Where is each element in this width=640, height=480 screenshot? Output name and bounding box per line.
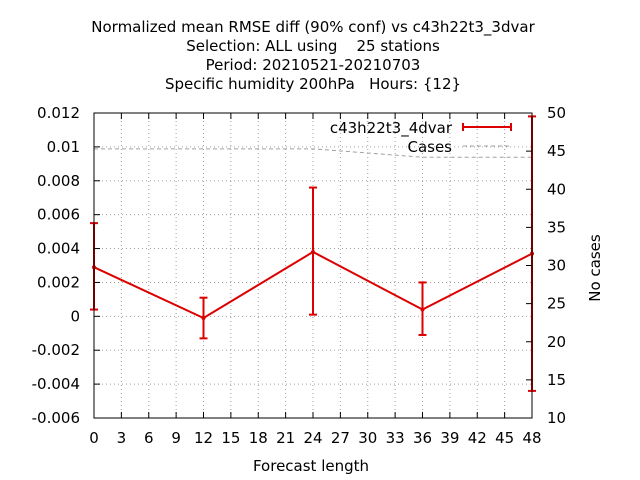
title-line-2: Selection: ALL using 25 stations <box>186 37 440 55</box>
legend-label-main: c43h22t3_4dvar <box>330 119 453 138</box>
cases-series <box>94 148 532 158</box>
legend: c43h22t3_4dvar Cases <box>330 119 512 156</box>
y-tick-label: -0.002 <box>32 341 80 359</box>
x-tick-label: 0 <box>89 429 99 447</box>
y2-tick-label: 30 <box>547 257 566 275</box>
x-tick-label: 15 <box>221 429 240 447</box>
y-tick-label: 0.012 <box>37 104 80 122</box>
data-point <box>201 316 206 321</box>
grid <box>94 113 532 418</box>
data-point <box>311 249 315 254</box>
title-line-1: Normalized mean RMSE diff (90% conf) vs … <box>91 18 535 37</box>
y-tick-label: 0.01 <box>47 138 80 156</box>
y-tick-label: -0.006 <box>32 409 80 427</box>
y2-tick-label: 20 <box>547 333 566 351</box>
y-tick-label: 0.008 <box>37 172 80 190</box>
y2-tick-label: 25 <box>547 295 566 313</box>
x-axis-ticks: 0 3 6 9 12 15 18 21 24 27 30 33 36 39 42 45 48 <box>89 113 542 447</box>
x-tick-label: 27 <box>331 429 350 447</box>
y-axis-ticks: -0.006 -0.004 -0.002 0 0.002 0.004 0.006 0.008 0… <box>32 104 100 427</box>
y2-tick-label: 10 <box>547 409 566 427</box>
legend-label-cases: Cases <box>407 138 452 156</box>
x-tick-label: 39 <box>440 429 459 447</box>
x-tick-label: 33 <box>386 429 405 447</box>
x-tick-label: 12 <box>194 429 213 447</box>
x-tick-label: 48 <box>522 429 541 447</box>
y2-axis-label: No cases <box>586 234 604 302</box>
x-tick-label: 36 <box>413 429 432 447</box>
y2-tick-label: 15 <box>547 371 566 389</box>
y2-tick-label: 40 <box>547 180 566 198</box>
x-tick-label: 21 <box>276 429 295 447</box>
y-tick-label: 0.004 <box>37 240 80 258</box>
x-axis-label: Forecast length <box>253 457 369 475</box>
x-tick-label: 42 <box>468 429 487 447</box>
y-tick-label: 0.002 <box>37 273 80 291</box>
y-tick-label: 0 <box>70 307 80 325</box>
x-tick-label: 6 <box>144 429 154 447</box>
cases-line <box>94 148 532 158</box>
y2-tick-label: 35 <box>547 218 566 236</box>
x-tick-label: 30 <box>358 429 377 447</box>
chart-title: Normalized mean RMSE diff (90% conf) vs … <box>91 18 535 93</box>
x-tick-label: 9 <box>171 429 181 447</box>
title-line-3: Period: 20210521-20210703 <box>206 56 421 74</box>
y-tick-label: 0.006 <box>37 206 80 224</box>
data-point <box>420 307 425 312</box>
title-line-4: Specific humidity 200hPa Hours: {12} <box>165 75 461 93</box>
legend-sample-main <box>462 123 512 131</box>
x-tick-label: 24 <box>303 429 322 447</box>
y2-tick-label: 45 <box>547 142 566 160</box>
y2-tick-label: 50 <box>547 104 566 122</box>
x-tick-label: 45 <box>495 429 514 447</box>
y-tick-label: -0.004 <box>32 375 80 393</box>
y2-axis-ticks: 10 15 20 25 30 35 40 45 50 <box>526 104 566 427</box>
x-tick-label: 3 <box>117 429 127 447</box>
x-tick-label: 18 <box>249 429 268 447</box>
